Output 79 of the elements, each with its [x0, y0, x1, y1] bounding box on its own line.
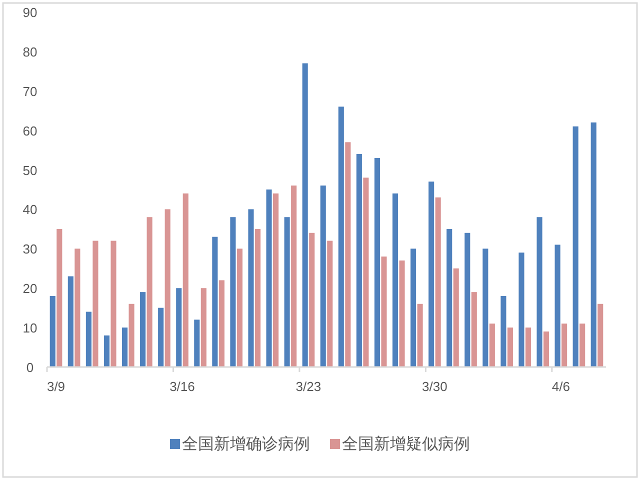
bar: [128, 304, 134, 367]
bar: [572, 126, 578, 367]
bar: [428, 182, 434, 367]
bar: [92, 240, 98, 367]
x-tick-label: 3/23: [296, 379, 322, 394]
bar: [218, 280, 224, 367]
bar: [266, 190, 272, 367]
bar: [158, 308, 164, 367]
bar: [543, 332, 550, 367]
bar: [536, 217, 542, 367]
bar: [164, 209, 170, 367]
bar: [356, 154, 362, 367]
y-tick-label: 50: [22, 162, 38, 178]
bar: [236, 248, 242, 367]
x-tick-label: 3/9: [46, 379, 66, 394]
bar: [500, 296, 506, 367]
bar: [104, 335, 110, 367]
bar: [464, 232, 470, 367]
bar: [194, 320, 200, 367]
bar: [381, 256, 387, 367]
bar: [363, 178, 369, 367]
bar: [146, 217, 152, 367]
bar: [176, 288, 182, 367]
bar: [140, 292, 146, 367]
bar: [50, 296, 56, 367]
bar: [338, 106, 344, 367]
bar: [489, 324, 495, 367]
y-tick-label: 10: [22, 320, 38, 336]
bar: [554, 244, 560, 367]
bar: [507, 328, 513, 367]
y-tick-label: 20: [22, 281, 38, 296]
bar: [200, 288, 206, 367]
bar: [392, 193, 398, 367]
bar: [248, 209, 254, 367]
x-tick-label: 3/30: [422, 379, 448, 394]
bar: [374, 158, 380, 367]
bar: [482, 248, 488, 367]
legend-label: 全国新增确诊病例: [182, 435, 310, 453]
bar: [345, 142, 351, 367]
x-tick-label: 3/16: [170, 379, 195, 394]
bar: [453, 268, 459, 367]
bar: [446, 228, 452, 367]
x-tick-label: 4/6: [552, 379, 570, 394]
bar: [525, 328, 532, 367]
bar: [291, 186, 297, 367]
bar: [182, 193, 188, 367]
bar: [254, 228, 261, 367]
bar: [590, 122, 596, 367]
bar: [86, 312, 92, 367]
bar: [598, 304, 604, 367]
y-tick-label: 0: [26, 360, 34, 375]
bar: [518, 252, 524, 367]
bar: [110, 240, 116, 367]
y-tick-label: 40: [22, 202, 38, 218]
bar: [284, 217, 290, 367]
bar: [56, 228, 62, 367]
bar: [230, 217, 236, 367]
bar: [410, 248, 416, 367]
bar: [399, 260, 405, 367]
y-tick-label: 30: [22, 242, 38, 257]
y-tick-label: 90: [22, 5, 38, 20]
bar: [327, 240, 333, 367]
bar: [471, 292, 477, 367]
bar: [212, 236, 218, 367]
bar: [68, 276, 74, 367]
bar: [74, 248, 80, 367]
bar: [320, 186, 326, 367]
y-tick-label: 70: [22, 84, 38, 99]
bar: [580, 324, 586, 367]
bar: [562, 324, 568, 367]
bar: [122, 328, 128, 367]
legend-label: 全国新增疑似病例: [342, 435, 470, 453]
bar: [273, 193, 279, 367]
bar: [302, 63, 308, 367]
y-tick-label: 80: [22, 44, 38, 60]
bar: [417, 304, 423, 367]
bar: [435, 197, 441, 367]
y-tick-label: 60: [22, 123, 38, 138]
bar: [309, 232, 315, 367]
